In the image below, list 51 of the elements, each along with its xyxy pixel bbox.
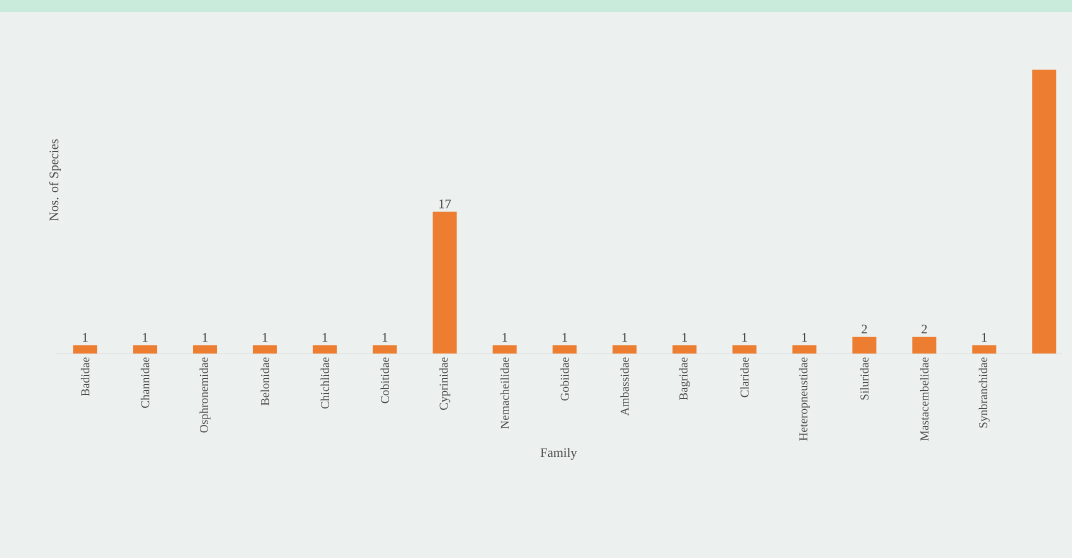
data-label: 1: [322, 333, 328, 342]
x-tick-label: Cobitidae: [380, 357, 390, 404]
data-label: 1: [202, 333, 208, 342]
x-tick-label: Ambassidae: [620, 357, 629, 416]
bar: [912, 336, 937, 354]
bar: [372, 345, 397, 354]
x-tick-label: Gobiidae: [560, 357, 569, 401]
bar: [1032, 69, 1057, 354]
bar: [73, 345, 98, 354]
bar: [312, 345, 337, 354]
data-label: 1: [262, 333, 268, 342]
data-label: 1: [382, 333, 388, 342]
bar: [972, 345, 997, 354]
data-label: 1: [982, 333, 987, 342]
data-label: 1: [682, 333, 687, 342]
bar: [192, 345, 217, 354]
bar: [792, 345, 817, 354]
data-label: 1: [802, 333, 807, 342]
bar: [432, 211, 457, 354]
x-tick-label: Heteropneustidae: [798, 357, 810, 441]
x-tick-label: Mastacembelidae: [920, 357, 929, 441]
x-tick-label: Belonidae: [260, 357, 270, 406]
data-label: 2: [861, 324, 867, 334]
x-tick-label: Channidae: [140, 357, 150, 408]
data-label: 1: [562, 333, 568, 342]
x-tick-label: Synbranchidae: [978, 357, 990, 428]
bar: [552, 345, 577, 354]
y-axis-title: Nos. of Species: [49, 139, 61, 221]
x-tick-label: Osphronemidae: [199, 357, 211, 433]
data-label: 2: [921, 324, 927, 334]
x-tick-label: Chichlidae: [320, 357, 330, 409]
bar: [252, 345, 277, 354]
data-label: 1: [622, 333, 628, 342]
data-label: 1: [502, 333, 508, 342]
bar: [732, 345, 757, 354]
x-tick-label: Cyprinidae: [439, 357, 451, 410]
bar: [492, 345, 517, 354]
bar: [612, 345, 637, 354]
x-tick-label: Siluridae: [860, 357, 869, 400]
bar: [852, 336, 877, 354]
x-axis-title: Family: [540, 447, 578, 460]
data-label: 1: [142, 333, 148, 342]
data-label: 1: [83, 333, 88, 342]
x-tick-label: Badidae: [80, 357, 90, 397]
x-tick-label: Bagridae: [679, 357, 690, 401]
data-label: 1: [742, 333, 747, 342]
data-label: 17: [439, 199, 451, 209]
x-tick-label: Claridae: [740, 357, 749, 398]
bar: [672, 345, 697, 354]
bar: [133, 345, 158, 354]
x-tick-label: Nemacheilidae: [500, 357, 509, 429]
